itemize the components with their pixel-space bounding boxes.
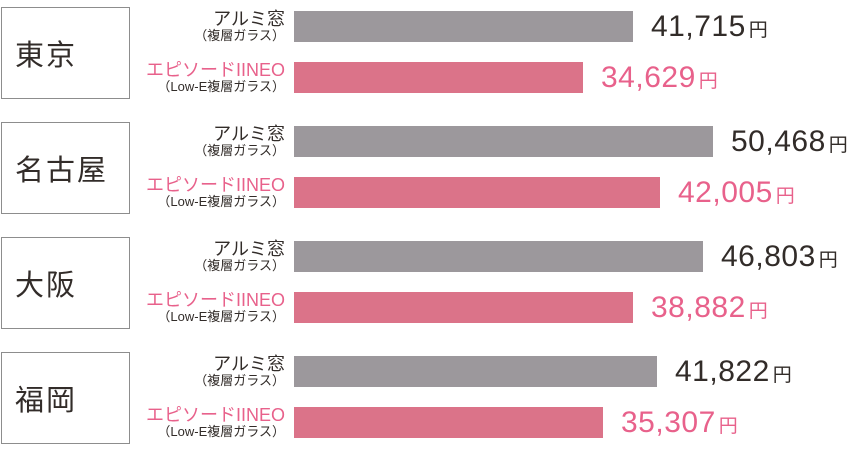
aluminum-row: アルミ窓 （複層ガラス） 41,715 円 (0, 9, 768, 44)
aluminum-label: アルミ窓 (213, 239, 285, 260)
city-label-box: 大阪 (1, 237, 130, 329)
aluminum-bar (294, 241, 703, 272)
neo-label: エピソードIINEO (145, 290, 285, 311)
price-value: 41,822 (675, 354, 770, 388)
neo-series-label: エピソードIINEO （Low-E複層ガラス） (0, 290, 285, 325)
aluminum-row: アルミ窓 （複層ガラス） 46,803 円 (0, 239, 838, 274)
city-name: 名古屋 (15, 155, 109, 187)
aluminum-sublabel: （複層ガラス） (194, 28, 285, 44)
city-group: 福岡 アルミ窓 （複層ガラス） 41,822 円 エピソードIINEO （Low-… (0, 345, 860, 460)
neo-sublabel: （Low-E複層ガラス） (157, 194, 285, 210)
neo-price: 38,882 円 (651, 291, 768, 325)
price-unit: 円 (748, 19, 769, 41)
price-unit: 円 (718, 415, 739, 437)
price-value: 41,715 (651, 9, 746, 43)
city-label-box: 名古屋 (1, 122, 130, 214)
neo-row: エピソードIINEO （Low-E複層ガラス） 35,307 円 (0, 405, 738, 440)
neo-sublabel: （Low-E複層ガラス） (157, 309, 285, 325)
neo-price: 42,005 円 (678, 176, 795, 210)
aluminum-price: 41,715 円 (651, 10, 768, 44)
aluminum-label: アルミ窓 (213, 124, 285, 145)
aluminum-series-label: アルミ窓 （複層ガラス） (0, 124, 285, 159)
aluminum-bar (294, 11, 633, 42)
city-label-box: 福岡 (1, 352, 130, 444)
neo-bar (294, 292, 633, 323)
price-value: 42,005 (678, 175, 773, 209)
neo-price: 34,629 円 (601, 61, 718, 95)
price-unit: 円 (698, 70, 719, 92)
city-group: 大阪 アルミ窓 （複層ガラス） 46,803 円 エピソードIINEO （Low-… (0, 230, 860, 345)
neo-bar (294, 62, 583, 93)
city-group: 名古屋 アルミ窓 （複層ガラス） 50,468 円 エピソードIINEO （Low… (0, 115, 860, 230)
neo-series-label: エピソードIINEO （Low-E複層ガラス） (0, 60, 285, 95)
aluminum-row: アルミ窓 （複層ガラス） 50,468 円 (0, 124, 848, 159)
city-group: 東京 アルミ窓 （複層ガラス） 41,715 円 エピソードIINEO （Low-… (0, 0, 860, 115)
neo-bar (294, 407, 603, 438)
price-unit: 円 (818, 249, 839, 271)
aluminum-series-label: アルミ窓 （複層ガラス） (0, 239, 285, 274)
aluminum-series-label: アルミ窓 （複層ガラス） (0, 354, 285, 389)
city-label-box: 東京 (1, 7, 130, 99)
city-name: 大阪 (15, 270, 78, 302)
aluminum-sublabel: （複層ガラス） (194, 258, 285, 274)
price-unit: 円 (772, 364, 793, 386)
neo-sublabel: （Low-E複層ガラス） (157, 79, 285, 95)
price-value: 34,629 (601, 60, 696, 94)
price-unit: 円 (775, 185, 796, 207)
aluminum-price: 50,468 円 (731, 125, 848, 159)
neo-label: エピソードIINEO (145, 60, 285, 81)
city-name: 福岡 (15, 385, 78, 417)
aluminum-bar (294, 356, 657, 387)
aluminum-series-label: アルミ窓 （複層ガラス） (0, 9, 285, 44)
price-unit: 円 (828, 134, 849, 156)
aluminum-price: 46,803 円 (721, 240, 838, 274)
aluminum-row: アルミ窓 （複層ガラス） 41,822 円 (0, 354, 792, 389)
city-name: 東京 (15, 40, 78, 72)
price-value: 50,468 (731, 124, 826, 158)
aluminum-bar (294, 126, 713, 157)
neo-series-label: エピソードIINEO （Low-E複層ガラス） (0, 175, 285, 210)
price-value: 35,307 (621, 405, 716, 439)
neo-price: 35,307 円 (621, 406, 738, 440)
price-value: 46,803 (721, 239, 816, 273)
aluminum-label: アルミ窓 (213, 9, 285, 30)
neo-row: エピソードIINEO （Low-E複層ガラス） 34,629 円 (0, 60, 718, 95)
aluminum-label: アルミ窓 (213, 354, 285, 375)
aluminum-sublabel: （複層ガラス） (194, 373, 285, 389)
neo-bar (294, 177, 660, 208)
neo-row: エピソードIINEO （Low-E複層ガラス） 42,005 円 (0, 175, 795, 210)
neo-sublabel: （Low-E複層ガラス） (157, 424, 285, 440)
price-value: 38,882 (651, 290, 746, 324)
aluminum-sublabel: （複層ガラス） (194, 143, 285, 159)
neo-row: エピソードIINEO （Low-E複層ガラス） 38,882 円 (0, 290, 768, 325)
neo-series-label: エピソードIINEO （Low-E複層ガラス） (0, 405, 285, 440)
neo-label: エピソードIINEO (145, 175, 285, 196)
price-unit: 円 (748, 300, 769, 322)
aluminum-price: 41,822 円 (675, 355, 792, 389)
neo-label: エピソードIINEO (145, 405, 285, 426)
